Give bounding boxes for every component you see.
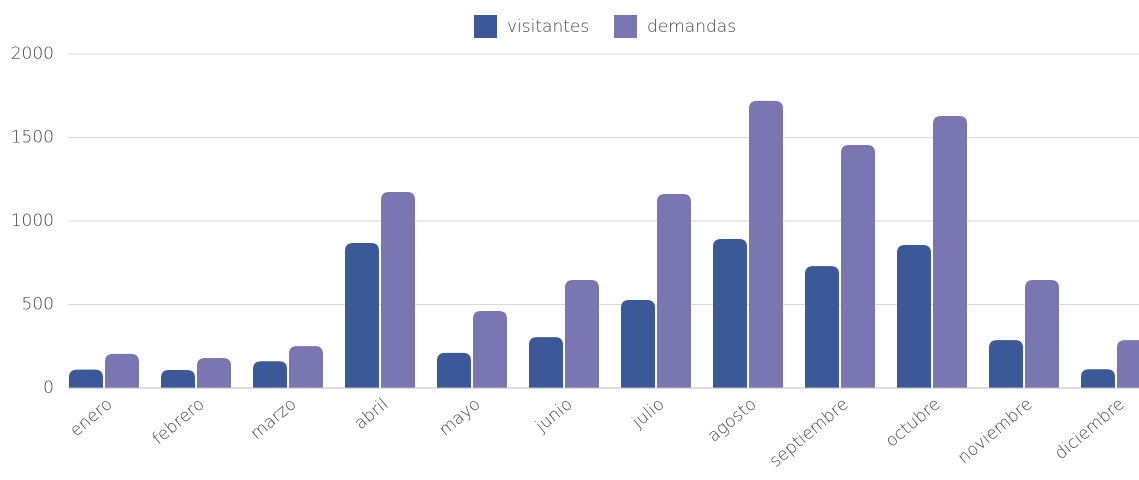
bar	[749, 100, 783, 388]
bar	[1025, 279, 1059, 388]
x-tick-label: agosto	[704, 394, 760, 446]
x-tick-label: diciembre	[1051, 394, 1129, 464]
bar	[289, 346, 323, 388]
bar	[933, 115, 967, 388]
bar	[565, 279, 599, 388]
bar	[805, 266, 839, 388]
bar	[473, 311, 507, 388]
bar	[1117, 340, 1139, 388]
x-tick-label: mayo	[435, 394, 484, 440]
bar	[345, 243, 379, 388]
y-tick-label: 0	[43, 378, 54, 398]
legend-swatch	[614, 15, 637, 38]
y-tick-label: 500	[22, 295, 54, 315]
bar	[529, 337, 563, 388]
x-tick-label: julio	[628, 394, 669, 433]
bar	[381, 191, 415, 388]
y-tick-label: 2000	[11, 44, 54, 64]
bar	[437, 352, 471, 388]
bar	[841, 145, 875, 388]
bar	[713, 239, 747, 388]
bar	[253, 361, 287, 388]
bar	[105, 353, 139, 388]
bar	[621, 299, 655, 388]
x-tick-label: junio	[531, 394, 576, 437]
x-tick-label: marzo	[247, 394, 301, 444]
x-tick-label: octubre	[882, 394, 945, 451]
x-tick-label: abril	[351, 394, 393, 434]
y-tick-label: 1000	[11, 211, 54, 231]
x-tick-label: noviembre	[954, 394, 1036, 468]
x-tick-label: enero	[66, 394, 116, 441]
legend-label: visitantes	[507, 17, 589, 37]
bar	[69, 369, 103, 388]
bar	[657, 193, 691, 388]
x-tick-label: septiembre	[766, 394, 853, 471]
legend-swatch	[474, 15, 497, 38]
bar	[897, 245, 931, 388]
bar	[197, 357, 231, 388]
bar	[161, 369, 195, 388]
legend-label: demandas	[647, 17, 736, 37]
x-tick-label: febrero	[149, 394, 209, 449]
y-tick-label: 1500	[11, 128, 54, 148]
bar	[989, 340, 1023, 388]
bar	[1081, 369, 1115, 388]
